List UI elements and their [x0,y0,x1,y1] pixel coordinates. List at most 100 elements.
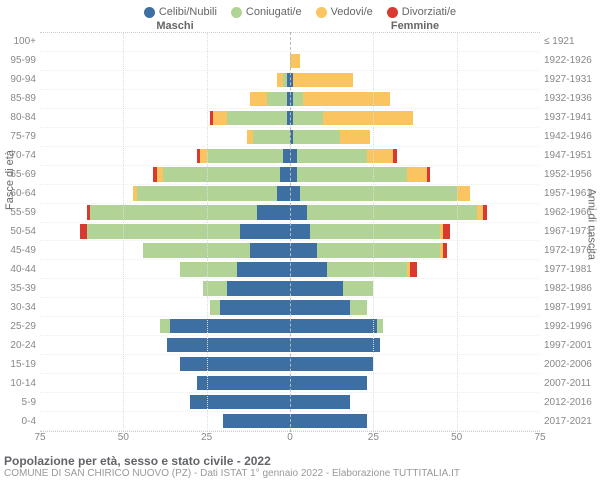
seg-celibi [223,414,290,428]
x-tick: 25 [201,432,212,443]
legend-label: Vedovi/e [331,6,373,18]
year-label: 1927-1931 [544,70,600,89]
center-axis-line [290,32,291,432]
year-label: 1947-1951 [544,146,600,165]
seg-coniugati [297,149,367,163]
bar-row [40,298,290,317]
seg-vedovi [157,167,164,181]
seg-vedovi [277,73,284,87]
bar-row [40,374,290,393]
seg-coniugati [377,319,384,333]
seg-celibi [170,319,290,333]
grid-line [457,33,458,431]
legend-label: Celibi/Nubili [159,6,217,18]
year-label: 1932-1936 [544,89,600,108]
year-label: ≤ 1921 [544,32,600,51]
seg-divorziati [483,205,486,219]
seg-celibi [240,224,290,238]
bar-row [290,52,540,71]
chart-subtitle: COMUNE DI SAN CHIRICO NUOVO (PZ) - Dati … [4,468,596,479]
seg-celibi [220,300,290,314]
seg-coniugati [163,167,280,181]
bar-row [290,71,540,90]
seg-celibi [197,376,290,390]
bar-row [290,109,540,128]
seg-celibi [290,281,343,295]
bar-row [290,166,540,185]
bar-row [290,128,540,147]
bar-row [40,223,290,242]
seg-celibi [290,357,373,371]
seg-divorziati [427,167,430,181]
seg-coniugati [210,300,220,314]
seg-coniugati [343,281,373,295]
male-bars [40,32,290,432]
bar-row [290,147,540,166]
bar-row [40,355,290,374]
age-label: 50-54 [0,222,36,241]
seg-vedovi [407,167,427,181]
age-label: 20-24 [0,337,36,356]
age-label: 100+ [0,32,36,51]
age-label: 35-39 [0,280,36,299]
year-label: 1977-1981 [544,261,600,280]
bar-row [40,241,290,260]
bar-row [40,412,290,431]
seg-celibi [290,319,377,333]
seg-vedovi [323,111,413,125]
chart-footer: Popolazione per età, sesso e stato civil… [0,448,600,479]
legend-label: Coniugati/e [246,6,302,18]
year-label: 2002-2006 [544,356,600,375]
plot-area: 100+95-9990-9485-8980-8475-7970-7465-696… [0,32,600,432]
age-label: 15-19 [0,356,36,375]
seg-celibi [257,205,290,219]
x-tick: 25 [368,432,379,443]
age-label: 70-74 [0,146,36,165]
age-label: 40-44 [0,261,36,280]
bar-row [290,185,540,204]
year-label: 1982-1986 [544,280,600,299]
seg-coniugati [267,92,287,106]
population-pyramid-chart: Celibi/NubiliConiugati/eVedovi/eDivorzia… [0,0,600,500]
age-label: 0-4 [0,413,36,432]
seg-coniugati [293,130,340,144]
seg-coniugati [253,130,290,144]
age-label: 75-79 [0,127,36,146]
bar-row [40,128,290,147]
seg-celibi [237,262,290,276]
age-axis-labels: 100+95-9990-9485-8980-8475-7970-7465-696… [0,32,40,432]
birth-year-labels: ≤ 19211922-19261927-19311932-19361937-19… [540,32,600,432]
chart-title: Popolazione per età, sesso e stato civil… [4,454,596,468]
seg-divorziati [443,243,446,257]
year-label: 1992-1996 [544,318,600,337]
age-label: 80-84 [0,108,36,127]
bar-row [290,241,540,260]
seg-celibi [290,243,317,257]
bar-row [290,298,540,317]
bar-row [40,204,290,223]
seg-celibi [290,262,327,276]
seg-coniugati [160,319,170,333]
bar-row [40,33,290,52]
age-label: 55-59 [0,203,36,222]
age-label: 95-99 [0,51,36,70]
x-tick: 75 [34,432,45,443]
seg-vedovi [367,149,394,163]
seg-celibi [277,186,290,200]
seg-celibi [290,376,367,390]
seg-celibi [250,243,290,257]
seg-coniugati [293,111,323,125]
bar-row [40,52,290,71]
seg-coniugati [293,92,303,106]
bar-row [290,336,540,355]
seg-celibi [290,300,350,314]
seg-celibi [283,149,290,163]
seg-coniugati [307,205,477,219]
age-label: 30-34 [0,299,36,318]
seg-coniugati [180,262,237,276]
grid-line [123,33,124,431]
bar-row [40,260,290,279]
header-female: Femmine [295,20,535,32]
legend-item: Vedovi/e [316,6,373,18]
seg-vedovi [290,54,300,68]
